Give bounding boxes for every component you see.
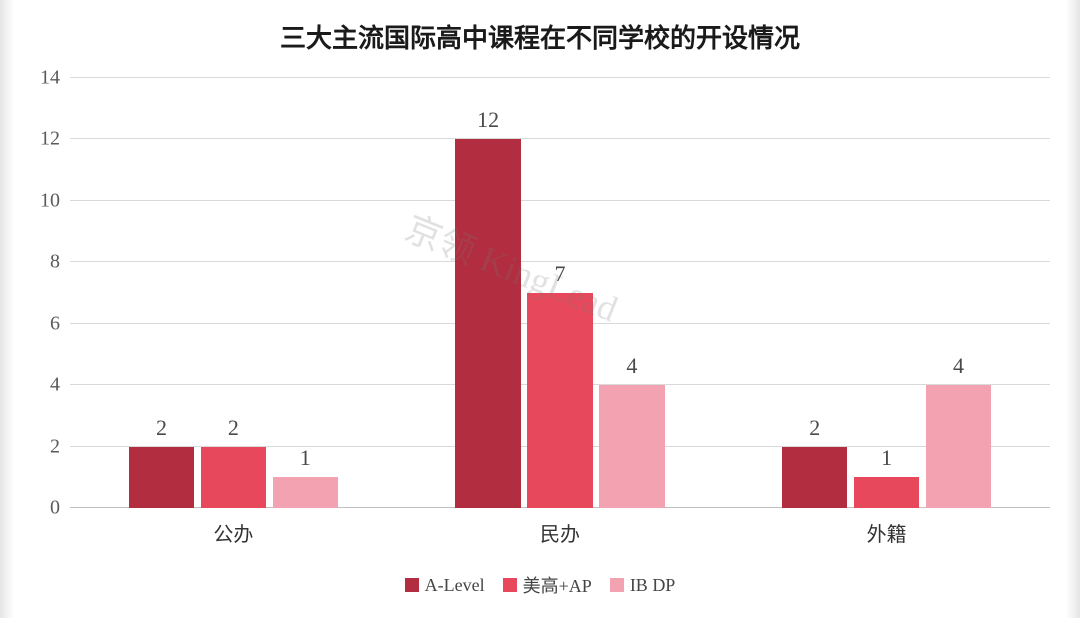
bar-value-label: 2 [228, 415, 239, 441]
legend-label: A-Level [425, 575, 485, 596]
legend-label: 美高+AP [523, 572, 592, 598]
y-tick-label: 0 [50, 497, 60, 520]
y-tick-label: 6 [50, 312, 60, 335]
bar: 1 [273, 477, 338, 508]
bar: 2 [782, 447, 847, 508]
bar-value-label: 4 [626, 353, 637, 379]
plot-area: 02468101214221公办1274民办214外籍 [70, 78, 1050, 508]
gridline [70, 200, 1050, 201]
bar: 12 [455, 139, 520, 508]
legend-item: 美高+AP [503, 572, 592, 598]
gridline [70, 138, 1050, 139]
legend-label: IB DP [630, 575, 676, 596]
y-tick-label: 14 [40, 67, 60, 90]
bar-value-label: 1 [300, 445, 311, 471]
chart-title: 三大主流国际高中课程在不同学校的开设情况 [0, 18, 1080, 55]
gridline [70, 77, 1050, 78]
x-tick-label: 民办 [540, 518, 580, 547]
bar: 4 [926, 385, 991, 508]
bar-value-label: 2 [809, 415, 820, 441]
legend-swatch [405, 578, 419, 592]
bar: 4 [599, 385, 664, 508]
y-tick-label: 10 [40, 189, 60, 212]
bar: 7 [527, 293, 592, 508]
bar: 2 [129, 447, 194, 508]
chart-container: 三大主流国际高中课程在不同学校的开设情况 02468101214221公办127… [0, 0, 1080, 618]
bar: 1 [854, 477, 919, 508]
bar-value-label: 1 [881, 445, 892, 471]
x-tick-label: 公办 [213, 518, 253, 547]
legend-swatch [610, 578, 624, 592]
y-tick-label: 12 [40, 128, 60, 151]
bar-value-label: 12 [477, 107, 499, 133]
legend-item: A-Level [405, 575, 485, 596]
bar-value-label: 2 [156, 415, 167, 441]
left-vignette [0, 0, 14, 618]
y-tick-label: 4 [50, 374, 60, 397]
legend: A-Level 美高+AP IB DP [0, 572, 1080, 598]
right-vignette [1066, 0, 1080, 618]
y-tick-label: 2 [50, 435, 60, 458]
legend-swatch [503, 578, 517, 592]
bar-value-label: 4 [953, 353, 964, 379]
x-tick-label: 外籍 [867, 518, 907, 547]
bar: 2 [201, 447, 266, 508]
bar-value-label: 7 [554, 261, 565, 287]
legend-item: IB DP [610, 575, 676, 596]
y-tick-label: 8 [50, 251, 60, 274]
